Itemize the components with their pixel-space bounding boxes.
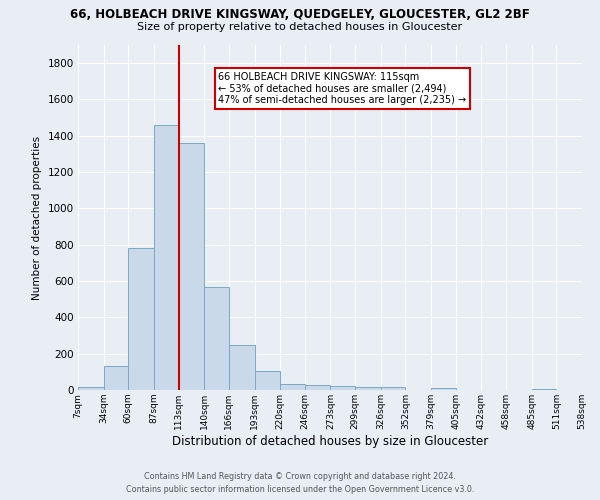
Text: Contains HM Land Registry data © Crown copyright and database right 2024.
Contai: Contains HM Land Registry data © Crown c… [126, 472, 474, 494]
Text: Size of property relative to detached houses in Gloucester: Size of property relative to detached ho… [137, 22, 463, 32]
Bar [280, 384, 305, 390]
Bar [254, 371, 280, 390]
Bar [381, 388, 406, 390]
Bar [128, 248, 154, 390]
Y-axis label: Number of detached properties: Number of detached properties [32, 136, 42, 300]
Bar [431, 388, 456, 390]
Bar [154, 125, 179, 390]
Bar [204, 286, 229, 390]
Bar [355, 388, 381, 390]
Bar [305, 384, 331, 390]
X-axis label: Distribution of detached houses by size in Gloucester: Distribution of detached houses by size … [172, 434, 488, 448]
Text: 66, HOLBEACH DRIVE KINGSWAY, QUEDGELEY, GLOUCESTER, GL2 2BF: 66, HOLBEACH DRIVE KINGSWAY, QUEDGELEY, … [70, 8, 530, 20]
Bar [229, 344, 254, 390]
Bar [104, 366, 128, 390]
Bar [78, 388, 104, 390]
Bar [179, 143, 204, 390]
Bar [331, 386, 355, 390]
Bar [532, 389, 556, 390]
Text: 66 HOLBEACH DRIVE KINGSWAY: 115sqm
← 53% of detached houses are smaller (2,494)
: 66 HOLBEACH DRIVE KINGSWAY: 115sqm ← 53%… [218, 72, 467, 106]
